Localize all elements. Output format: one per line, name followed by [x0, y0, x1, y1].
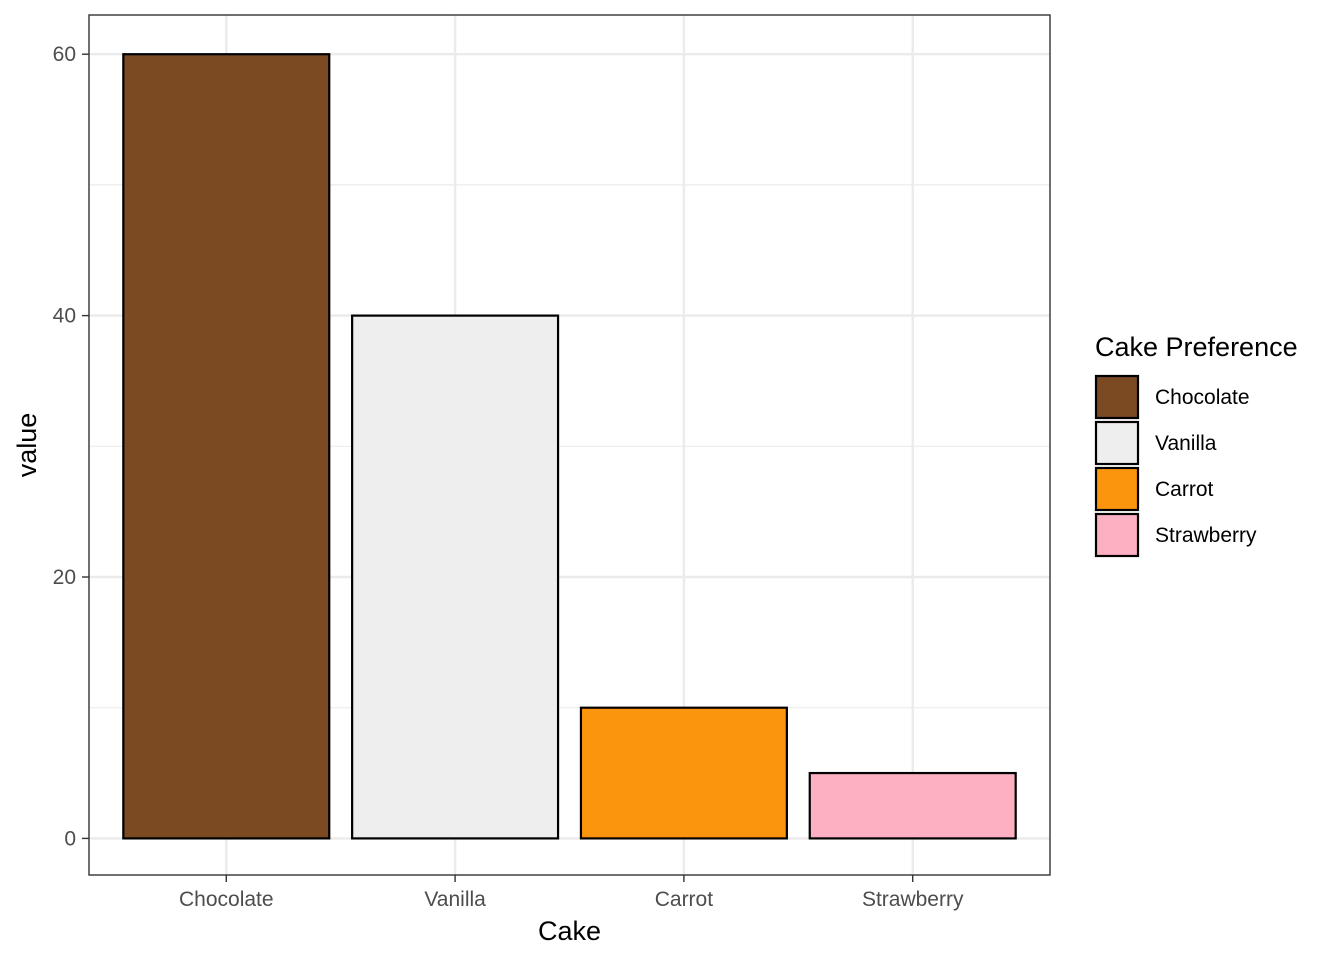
legend: Cake Preference Chocolate Vanilla Carrot St…: [1094, 332, 1298, 558]
bar-carrot: [579, 706, 788, 840]
legend-label-vanilla: Vanilla: [1155, 432, 1217, 455]
legend-label-carrot: Carrot: [1155, 478, 1214, 501]
bar-chocolate: [122, 53, 331, 840]
y-tick-label: 60: [53, 43, 76, 66]
bars: [122, 53, 1017, 840]
legend-label-chocolate: Chocolate: [1155, 386, 1250, 409]
legend-key-carrot: [1094, 466, 1140, 512]
legend-label-strawberry: Strawberry: [1155, 524, 1257, 547]
x-axis-title: Cake: [538, 916, 601, 946]
x-tick-label: Chocolate: [179, 888, 274, 911]
plot-border: [88, 14, 1051, 876]
x-tick-label: Vanilla: [424, 888, 486, 911]
y-tick-label: 40: [53, 305, 76, 328]
legend-key-vanilla: [1094, 420, 1140, 466]
x-tick-label: Strawberry: [862, 888, 964, 911]
legend-key-chocolate: [1094, 374, 1140, 420]
y-tick-label: 20: [53, 566, 76, 589]
y-tick-label: 0: [64, 827, 76, 850]
y-axis-title: value: [12, 413, 42, 478]
axes: 0 20 40 60 Chocolate Vanilla Carrot Strawberry: [53, 43, 964, 911]
x-tick-label: Carrot: [655, 888, 714, 911]
legend-title: Cake Preference: [1095, 332, 1298, 362]
bar-vanilla: [351, 314, 560, 840]
bar-strawberry: [808, 771, 1017, 840]
legend-key-strawberry: [1094, 512, 1140, 558]
